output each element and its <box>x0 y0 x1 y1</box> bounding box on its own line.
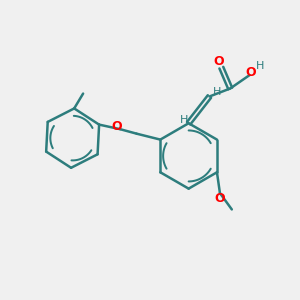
Text: H: H <box>256 61 264 71</box>
Text: O: O <box>111 120 122 133</box>
Text: O: O <box>214 192 225 205</box>
Text: H: H <box>213 87 221 97</box>
Text: O: O <box>246 66 256 79</box>
Text: O: O <box>213 55 224 68</box>
Text: H: H <box>180 115 188 125</box>
